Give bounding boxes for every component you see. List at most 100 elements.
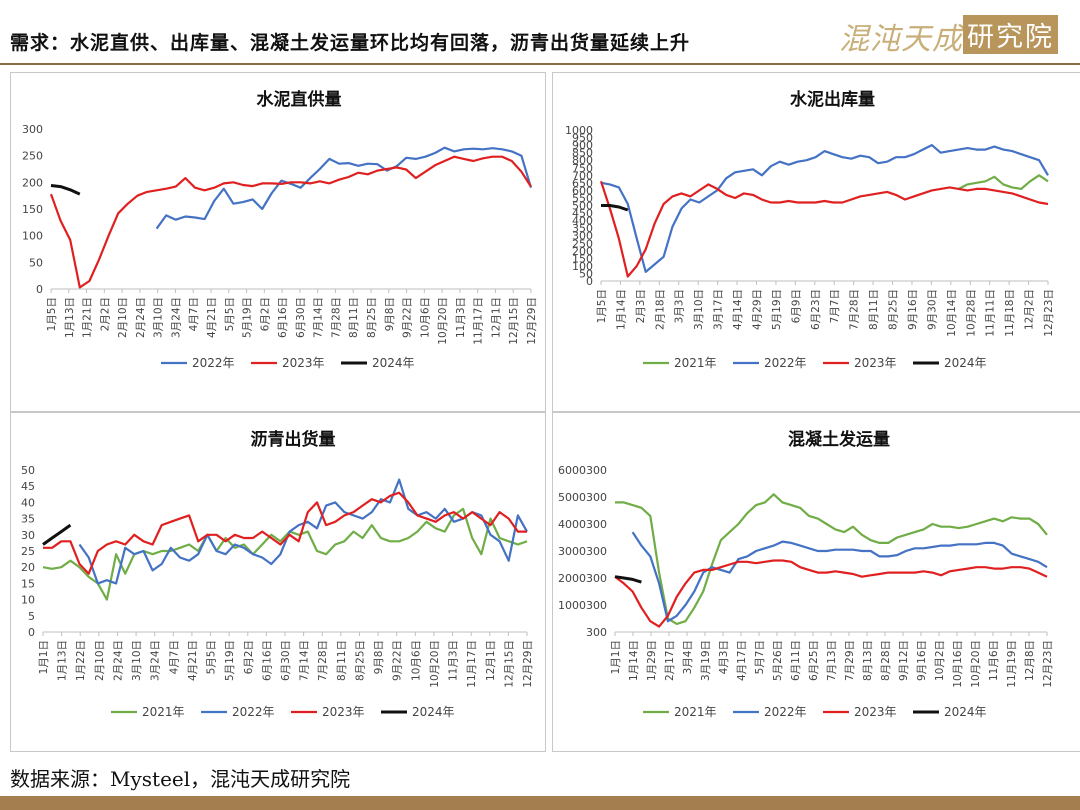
series-line-2022年 [78, 478, 528, 585]
x-tick-label: 7月29日 [844, 640, 856, 681]
y-tick-label: 300 [586, 626, 607, 639]
y-tick-label: 700 [572, 169, 593, 182]
y-tick-label: 30 [21, 529, 35, 542]
x-tick-label: 1月1日 [38, 640, 50, 674]
y-tick-label: 4000300 [558, 518, 607, 531]
legend-label: 2023年 [282, 356, 325, 370]
legend-label: 2021年 [674, 356, 717, 370]
x-tick-label: 2月24日 [112, 640, 124, 681]
x-tick-label: 10月16日 [952, 640, 964, 688]
x-tick-label: 9月8日 [384, 297, 396, 331]
x-tick-label: 5月5日 [224, 297, 236, 331]
legend-label: 2022年 [764, 356, 807, 370]
series-line-2023年 [43, 491, 527, 575]
legend-label: 2021年 [142, 705, 185, 719]
x-tick-label: 5月19日 [224, 640, 236, 681]
series-line-2023年 [614, 559, 1048, 628]
x-tick-label: 9月22日 [392, 640, 404, 681]
x-tick-label: 3月10日 [693, 289, 705, 330]
x-tick-label: 6月11日 [790, 640, 802, 681]
legend-label: 2023年 [322, 705, 365, 719]
x-tick-label: 2月24日 [135, 297, 147, 338]
y-tick-label: 600 [572, 184, 593, 197]
x-tick-label: 9月12日 [898, 640, 910, 681]
y-tick-label: 800 [572, 154, 593, 167]
x-tick-label: 6月30日 [280, 640, 292, 681]
legend-label: 2022年 [192, 356, 235, 370]
x-tick-label: 12月8日 [1024, 640, 1036, 681]
y-tick-label: 40 [21, 496, 35, 509]
series-line-2021年 [42, 507, 528, 601]
x-tick-label: 10月20日 [437, 297, 449, 345]
x-tick-label: 7月14日 [313, 297, 325, 338]
x-tick-label: 12月29日 [522, 640, 534, 688]
y-tick-label: 450 [572, 207, 593, 220]
x-tick-label: 3月10日 [153, 297, 165, 338]
x-tick-label: 10月28日 [965, 289, 977, 337]
x-tick-label: 8月13日 [862, 640, 874, 681]
x-tick-label: 5月19日 [242, 297, 254, 338]
y-tick-label: 5000300 [558, 491, 607, 504]
chart-asphalt-shipment: 沥青出货量 0 5 10 15 20 25 30 35 40 45 50 1月1日 1月13日 1月22日 2… [21, 429, 534, 719]
x-tick-label: 6月2日 [243, 640, 255, 674]
x-tick-label: 2月2日 [99, 297, 111, 331]
x-tick-label: 11月11日 [985, 289, 997, 337]
x-tick-label: 8月11日 [348, 297, 360, 338]
y-tick-label: 200 [22, 176, 43, 189]
y-tick-label: 100 [22, 230, 43, 243]
data-source-note: 数据来源：Mysteel，混沌天成研究院 [10, 767, 351, 791]
chart-title: 水泥出库量 [790, 89, 875, 110]
y-tick-label: 6000300 [558, 464, 607, 477]
legend-label: 2023年 [854, 705, 897, 719]
x-tick-label: 11月3日 [455, 297, 467, 338]
x-tick-label: 12月15日 [503, 640, 515, 688]
y-tick-label: 45 [21, 480, 35, 493]
y-tick-label: 300 [572, 230, 593, 243]
x-tick-label: 8月11日 [336, 640, 348, 681]
x-tick-label: 3月24日 [170, 297, 182, 338]
x-tick-label: 6月23日 [810, 289, 822, 330]
series-line-2023年 [599, 180, 1049, 278]
x-tick-label: 6月30日 [295, 297, 307, 338]
y-tick-label: 3000300 [558, 545, 607, 558]
logo-text-main: 混沌天成 [839, 22, 963, 57]
y-tick-label: 250 [22, 150, 43, 163]
x-tick-label: 9月22日 [402, 297, 414, 338]
x-tick-label: 4月7日 [168, 640, 180, 674]
x-tick-label: 6月16日 [277, 297, 289, 338]
y-tick-label: 150 [572, 252, 593, 265]
y-tick-label: 550 [572, 192, 593, 205]
y-tick-label: 150 [22, 203, 43, 216]
y-tick-label: 1000 [565, 124, 593, 137]
legend-label: 2024年 [372, 356, 415, 370]
x-tick-label: 8月25日 [354, 640, 366, 681]
x-tick-label: 8月25日 [888, 289, 900, 330]
x-tick-label: 1月14日 [615, 289, 627, 330]
x-tick-label: 4月29日 [751, 289, 763, 330]
y-tick-label: 25 [21, 545, 35, 558]
x-tick-label: 10月6日 [410, 640, 422, 681]
x-tick-label: 3月19日 [700, 640, 712, 681]
x-tick-label: 7月28日 [849, 289, 861, 330]
y-tick-label: 850 [572, 147, 593, 160]
x-tick-label: 11月6日 [988, 640, 1000, 681]
x-tick-label: 8月28日 [880, 640, 892, 681]
x-tick-label: 2月18日 [654, 289, 666, 330]
y-tick-label: 5 [28, 610, 35, 623]
x-tick-label: 4月14日 [732, 289, 744, 330]
chart-panel-asphalt: 沥青出货量 0 5 10 15 20 25 30 35 40 45 50 1月1日 1月13日 1月22日 2… [10, 412, 546, 752]
series-line-2022年 [155, 146, 533, 230]
x-tick-label: 3月17日 [713, 289, 725, 330]
legend-label: 2024年 [944, 705, 987, 719]
x-tick-label: 12月2日 [1024, 289, 1036, 330]
x-tick-label: 9月30日 [926, 289, 938, 330]
x-tick-label: 10月20日 [970, 640, 982, 688]
x-tick-label: 5月26日 [772, 640, 784, 681]
chart-panel-cement-direct: 水泥直供量 0 50 100 150 200 250 300 1月5日 1月13日 1月21日 2月2… [10, 72, 546, 412]
x-tick-label: 5月19日 [771, 289, 783, 330]
y-tick-label: 10 [21, 594, 35, 607]
y-tick-label: 250 [572, 237, 593, 250]
x-tick-label: 4月17日 [736, 640, 748, 681]
x-tick-label: 3月4日 [682, 640, 694, 674]
x-tick-label: 7月7日 [829, 289, 841, 323]
